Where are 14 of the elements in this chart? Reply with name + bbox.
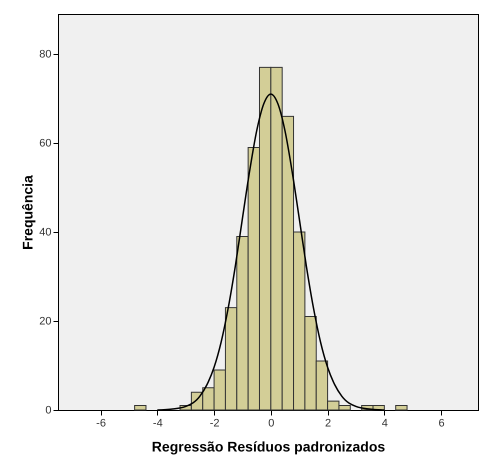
- x-axis-title: Regressão Resíduos padronizados: [152, 438, 386, 454]
- y-axis-title: Frequência: [19, 174, 36, 250]
- x-tick-label: 4: [382, 418, 388, 430]
- x-tick-label: 2: [325, 418, 332, 430]
- y-tick-label: 60: [39, 138, 52, 150]
- x-tick-label: 6: [438, 418, 445, 430]
- y-tick-label: 40: [39, 226, 52, 239]
- x-tick-label: 0: [268, 418, 274, 430]
- y-tick-label: 0: [45, 404, 52, 416]
- y-tick-label: 80: [39, 48, 52, 61]
- x-tick-label: -6: [96, 418, 106, 430]
- x-tick-label: -2: [210, 418, 220, 430]
- x-tick-label: -4: [152, 418, 163, 430]
- y-tick-label: 20: [39, 316, 52, 328]
